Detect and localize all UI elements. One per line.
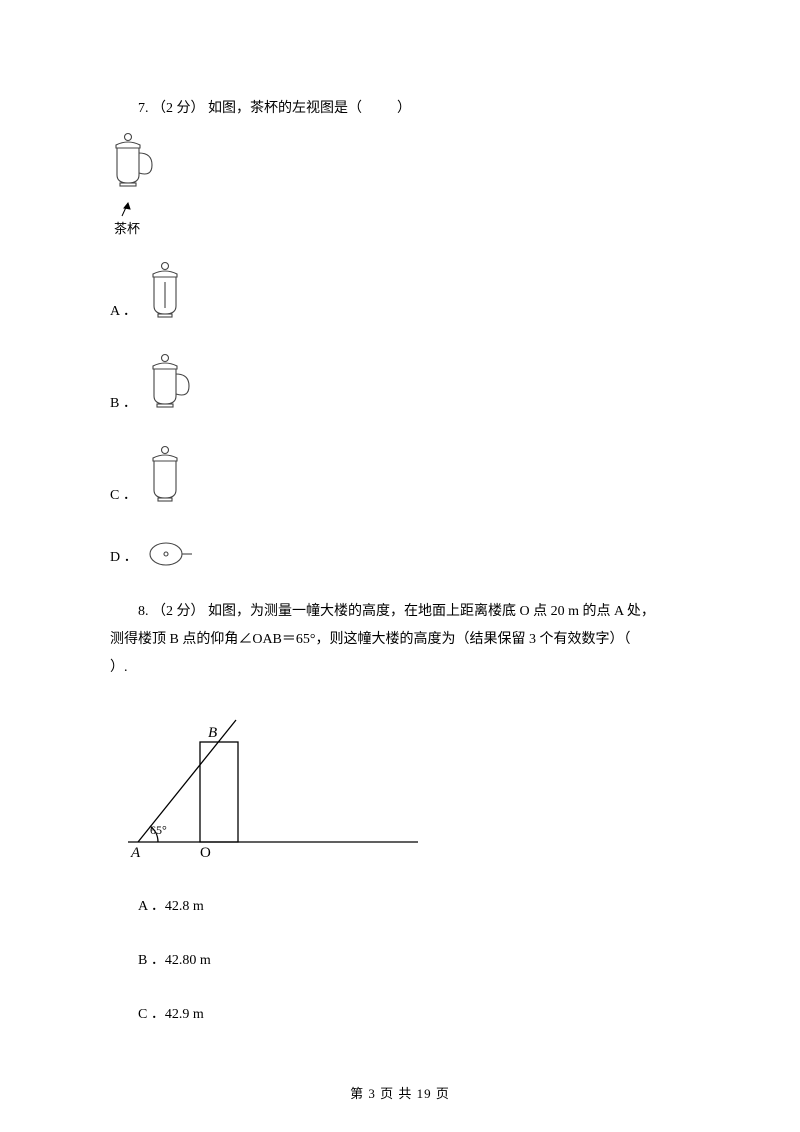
q8-points: （2 分）: [152, 604, 205, 619]
q8-option-a[interactable]: A ．42.8 m: [110, 893, 690, 921]
diagram-label-A: A: [130, 845, 141, 861]
diagram-label-B: B: [208, 725, 217, 741]
q7-stem-b: ）: [397, 101, 411, 116]
question-8: 8. （2 分） 如图，为测量一幢大楼的高度，在地面上距离楼底 O 点 20 m…: [110, 598, 690, 1029]
cup-top-view-icon: [144, 536, 204, 572]
cup-plain-icon: [143, 444, 187, 510]
q7-stem: 7. （2 分） 如图，茶杯的左视图是（ ）: [110, 95, 690, 123]
diagram-angle: 65°: [150, 823, 167, 837]
q7-points: （2 分）: [152, 101, 205, 116]
q7-stem-a: 如图，茶杯的左视图是（: [208, 101, 362, 116]
option-label-d: D ．: [110, 544, 138, 572]
q7-teacup-figure: 茶杯: [106, 131, 690, 242]
q8-line1: 如图，为测量一幢大楼的高度，在地面上距离楼底 O 点 20 m 的点 A 处，: [208, 604, 655, 619]
q8-line2: 测得楼顶 B 点的仰角∠OAB＝65°，则这幢大楼的高度为（结果保留 3 个有效…: [110, 626, 690, 654]
q8-number: 8.: [138, 604, 149, 619]
teacup-label: 茶杯: [114, 216, 690, 242]
diagram-label-O: O: [200, 845, 211, 861]
option-label-a: A ．: [110, 298, 137, 326]
q7-option-b[interactable]: B ．: [110, 352, 690, 418]
option-label-b: B ．: [110, 390, 137, 418]
cup-with-handle-icon: [143, 352, 201, 418]
option-label-c: C ．: [110, 482, 137, 510]
building-angle-diagram: A O B 65°: [128, 712, 428, 862]
q8-line3: ）.: [110, 654, 690, 682]
option-b-text: B ．42.80 m: [138, 953, 211, 968]
question-7: 7. （2 分） 如图，茶杯的左视图是（ ）: [110, 95, 690, 572]
q8-option-b[interactable]: B ．42.80 m: [110, 947, 690, 975]
page-footer: 第 3 页 共 19 页: [0, 1083, 800, 1102]
q7-option-d[interactable]: D ．: [110, 536, 690, 572]
cup-front-icon: [143, 260, 187, 326]
q8-option-c[interactable]: C ．42.9 m: [110, 1001, 690, 1029]
q7-option-a[interactable]: A ．: [110, 260, 690, 326]
q8-stem: 8. （2 分） 如图，为测量一幢大楼的高度，在地面上距离楼底 O 点 20 m…: [110, 598, 690, 682]
option-c-text: C ．42.9 m: [138, 1007, 204, 1022]
q7-number: 7.: [138, 101, 149, 116]
teacup-with-handle-icon: [106, 131, 164, 203]
q7-option-c[interactable]: C ．: [110, 444, 690, 510]
footer-text: 第 3 页 共 19 页: [350, 1086, 450, 1101]
q8-diagram: A O B 65°: [128, 712, 690, 873]
option-a-text: A ．42.8 m: [138, 899, 204, 914]
